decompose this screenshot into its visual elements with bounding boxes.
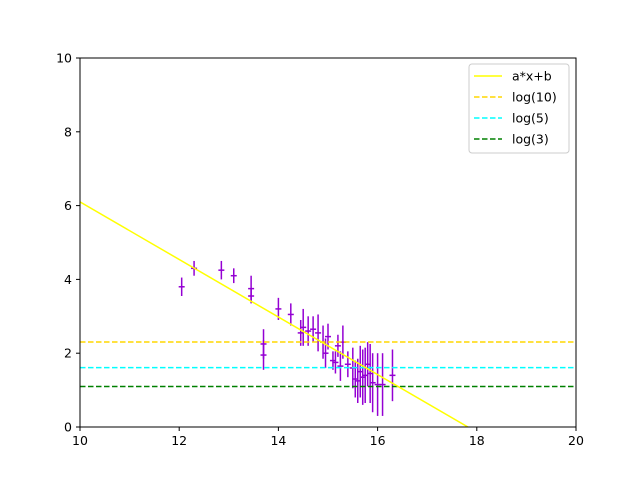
data-point	[334, 334, 341, 357]
data-point	[379, 353, 386, 416]
data-point	[218, 260, 225, 280]
y-tick-label: 0	[64, 420, 72, 435]
data-point	[369, 353, 376, 413]
legend-entry: log(3)	[474, 132, 549, 147]
legend-entry: log(5)	[474, 111, 549, 126]
data-point	[260, 340, 267, 370]
data-point	[315, 314, 322, 352]
plot-frame	[79, 57, 577, 428]
legend: a*x+b log(10) log(5) log(3)	[468, 63, 570, 154]
x-tick-label: 14	[270, 433, 286, 448]
y-tick-label: 8	[64, 124, 72, 139]
y-tick-label: 10	[56, 51, 72, 66]
x-tick-label: 16	[370, 433, 386, 448]
x-tick-label: 12	[171, 433, 187, 448]
legend-label: log(5)	[512, 111, 549, 126]
data-point	[287, 303, 294, 326]
legend-entry: a*x+b	[474, 69, 552, 84]
data-point	[178, 277, 185, 297]
x-tick-label: 10	[72, 433, 88, 448]
legend-label: log(10)	[512, 90, 557, 105]
data-point	[332, 351, 339, 374]
x-tick-label: 18	[469, 433, 485, 448]
data-point	[300, 308, 307, 346]
plot-area	[80, 201, 576, 427]
y-tick-label: 4	[64, 272, 72, 287]
data-point	[389, 349, 396, 402]
data-point	[322, 338, 329, 368]
axes: 10 12 14 16 18 20 0 2 4 6 8 10	[56, 51, 584, 449]
data-point	[337, 351, 344, 381]
y-tick-label: 6	[64, 198, 72, 213]
x-tick-label: 20	[568, 433, 584, 448]
legend-label: a*x+b	[512, 69, 552, 84]
fit-line	[80, 201, 470, 427]
data-point	[344, 351, 351, 378]
y-tick-label: 2	[64, 346, 72, 361]
legend-box	[468, 63, 570, 154]
data-point	[305, 316, 312, 346]
legend-entry: log(10)	[474, 90, 557, 105]
legend-label: log(3)	[512, 132, 549, 147]
data-point	[230, 268, 237, 284]
